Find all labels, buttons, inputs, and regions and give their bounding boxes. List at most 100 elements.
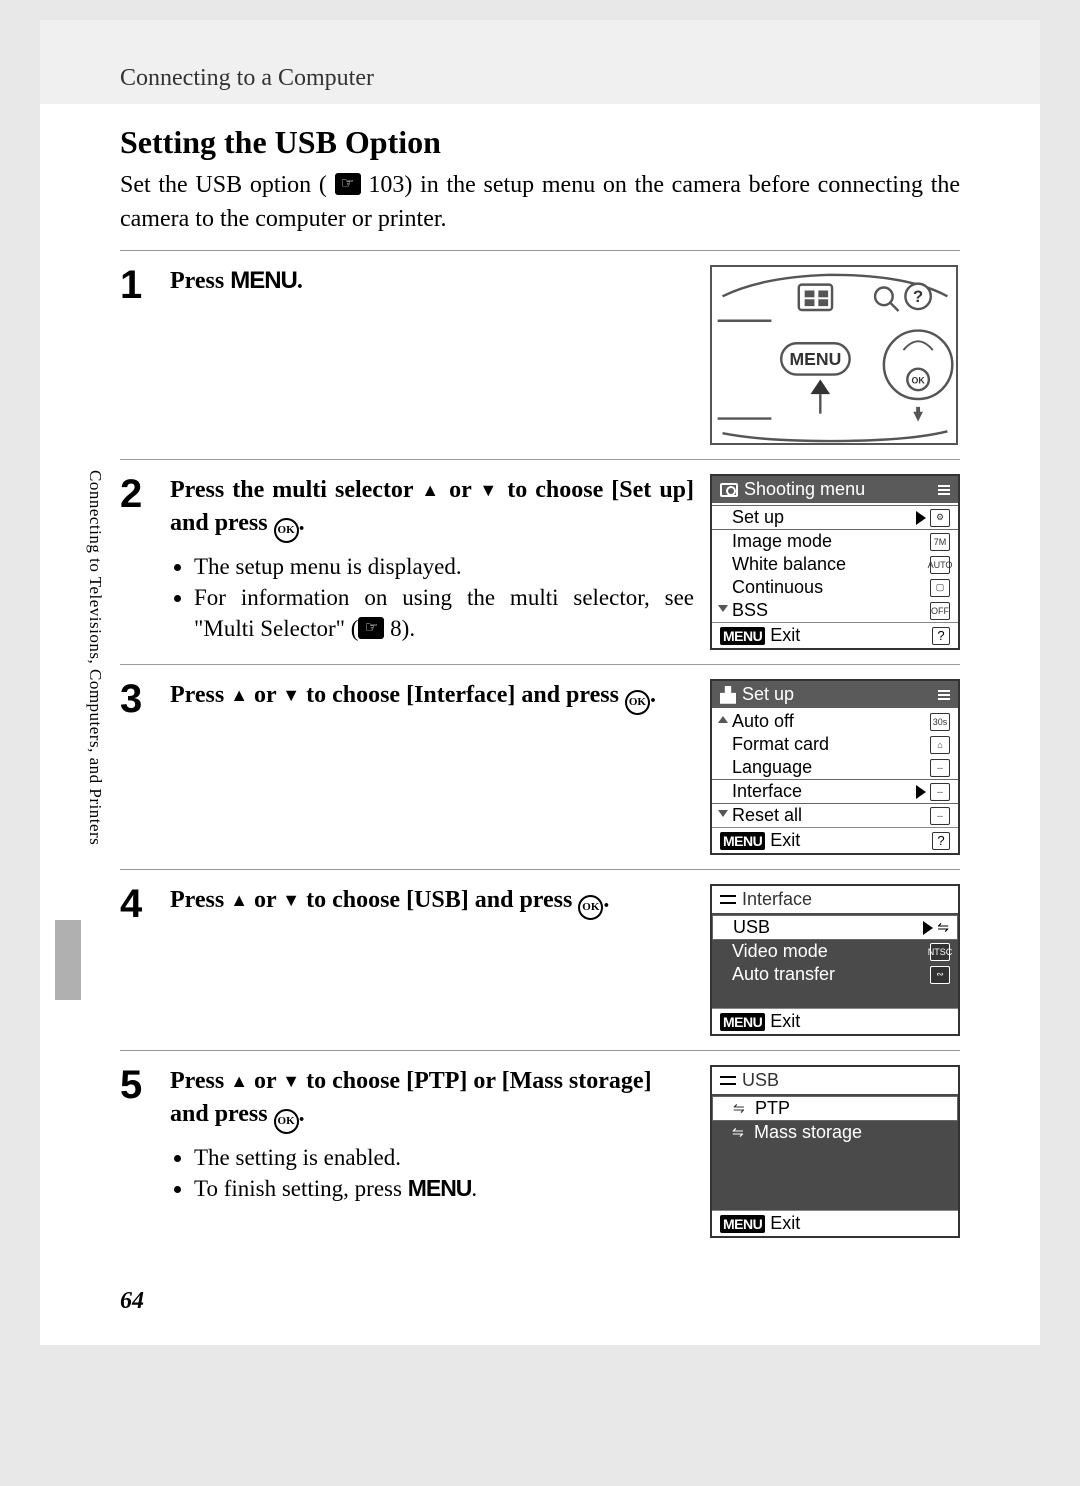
t: . [297,268,303,294]
scroll-up-icon [718,716,728,723]
bullet: The setup menu is displayed. [194,551,694,582]
lcd-row: Auto off 30s [712,710,958,733]
header-breadcrumb: Connecting to a Computer [120,65,960,92]
lcd-label: Interface [732,781,802,802]
t: to choose [USB] and press [300,887,578,913]
step-text: Press ▲ or ▼ to choose [USB] and press O… [170,884,694,920]
setting-icon: ∾ [930,966,950,984]
menu-badge: MENU [720,1215,765,1233]
intro-text: Set the USB option ( ☞ 103) in the setup… [120,169,960,236]
page-number: 64 [40,1268,1040,1345]
t: . [650,682,656,708]
intro-ref-num: 103 [368,172,404,198]
divider [120,459,960,460]
setting-icon: -- [930,759,950,777]
lcd-row: Format card⌂ [712,733,958,756]
up-triangle-icon: ▲ [230,1071,248,1091]
scroll-down-icon [718,810,728,817]
lcd-label: Language [732,757,812,778]
menu-word: MENU [408,1175,472,1201]
step-bullets: The setting is enabled. To finish settin… [194,1142,694,1204]
step-bullets: The setup menu is displayed. For informa… [194,551,694,644]
ok-icon: OK [274,1109,299,1134]
manual-ref-icon: ☞ [335,173,361,195]
setup-menu-lcd: Set up Auto off 30s Format card⌂ Language… [710,679,960,855]
lcd-title: Set up [712,681,958,708]
intro-a: Set the USB option ( [120,172,327,198]
up-triangle-icon: ▲ [421,480,441,500]
step-3: 3 Press ▲ or ▼ to choose [Interface] and… [120,679,960,855]
t: Press [170,1068,230,1094]
sliders-icon [720,893,736,907]
lcd-row: Continuous ▢ [712,576,958,599]
lcd-row: Video mode NTSC [712,940,958,963]
lcd-label: Auto off [732,711,794,732]
scroll-down-icon [718,605,728,612]
usb-icon: ⇋ [937,919,949,936]
arrow-right-icon [916,785,926,799]
t: or [248,1068,282,1094]
bullet: To finish setting, press MENU. [194,1173,694,1204]
step-5: 5 Press ▲ or ▼ to choose [PTP] or [Mass … [120,1065,960,1238]
lcd-label: Video mode [732,941,828,962]
setting-icon: ▢ [930,579,950,597]
lcd-footer: MENU Exit [712,1210,958,1236]
setting-icon: ⌂ [930,736,950,754]
usb-menu-lcd: USB ✓ ⇋ PTP ⇋ Mass storage [710,1065,960,1238]
page-header: Connecting to a Computer [40,20,1040,104]
arrow-right-icon [923,921,933,935]
lcd-footer: MENU Exit? [712,827,958,853]
svg-text:OK: OK [911,376,925,386]
lcd-row: Auto transfer∾ [712,963,958,986]
setting-icon: NTSC [930,943,950,961]
setting-icon: 30s [930,713,950,731]
setting-icon: AUTO [930,556,950,574]
menu-badge: MENU [720,832,765,850]
t: For information on using the multi selec… [194,585,694,641]
setting-icon: ⚙ [930,509,950,527]
check-icon: ✓ [716,1101,728,1113]
lcd-label: BSS [732,600,768,621]
setting-icon: 7M [930,533,950,551]
wrench-icon [720,686,736,704]
lcd-label: PTP [739,1098,790,1119]
t: To finish setting, press [194,1176,408,1201]
t: . [603,887,609,913]
down-triangle-icon: ▼ [282,890,300,910]
usb-icon: ⇋ [732,1124,744,1141]
lcd-label: Reset all [732,805,802,826]
manual-page: Connecting to Televisions, Computers, an… [40,20,1040,1345]
lcd-label: Continuous [732,577,823,598]
step-text: Press ▲ or ▼ to choose [PTP] or [Mass st… [170,1065,694,1133]
divider [120,869,960,870]
divider [120,1050,960,1051]
step-4: 4 Press ▲ or ▼ to choose [USB] and press… [120,884,960,1036]
down-triangle-icon: ▼ [479,480,499,500]
t: or [248,682,282,708]
exit-label: Exit [770,1213,800,1233]
camera-illustration: MENU ? [710,265,958,445]
step-num: 5 [120,1065,154,1105]
lcd-title-text: Set up [742,684,794,705]
step-text: Press ▲ or ▼ to choose [Interface] and p… [170,679,694,715]
bullet: The setting is enabled. [194,1142,694,1173]
step-num: 3 [120,679,154,719]
help-icon: ? [932,832,950,850]
down-triangle-icon: ▼ [282,685,300,705]
step-1: 1 Press MENU. MENU [120,265,960,445]
lcd-row: Image mode7M [712,530,958,553]
lcd-row-ptp: ✓ ⇋ PTP [712,1096,958,1121]
side-section-label: Connecting to Televisions, Computers, an… [85,470,105,845]
lcd-row-mass-storage: ⇋ Mass storage [712,1121,958,1144]
lcd-label: White balance [732,554,846,575]
sliders-icon [720,1074,736,1088]
interface-menu-lcd: Interface USB⇋ Video modeNTSC Auto trans… [710,884,960,1036]
t: 8 [390,616,402,641]
lcd-row: BSSOFF [712,599,958,622]
setting-icon: -- [930,807,950,825]
usb-icon: ⇋ [733,1100,745,1117]
lcd-footer: MENU Exit? [712,622,958,648]
camera-icon [720,483,738,497]
lcd-title: USB [712,1067,958,1094]
step-text: Press MENU. [170,265,694,297]
